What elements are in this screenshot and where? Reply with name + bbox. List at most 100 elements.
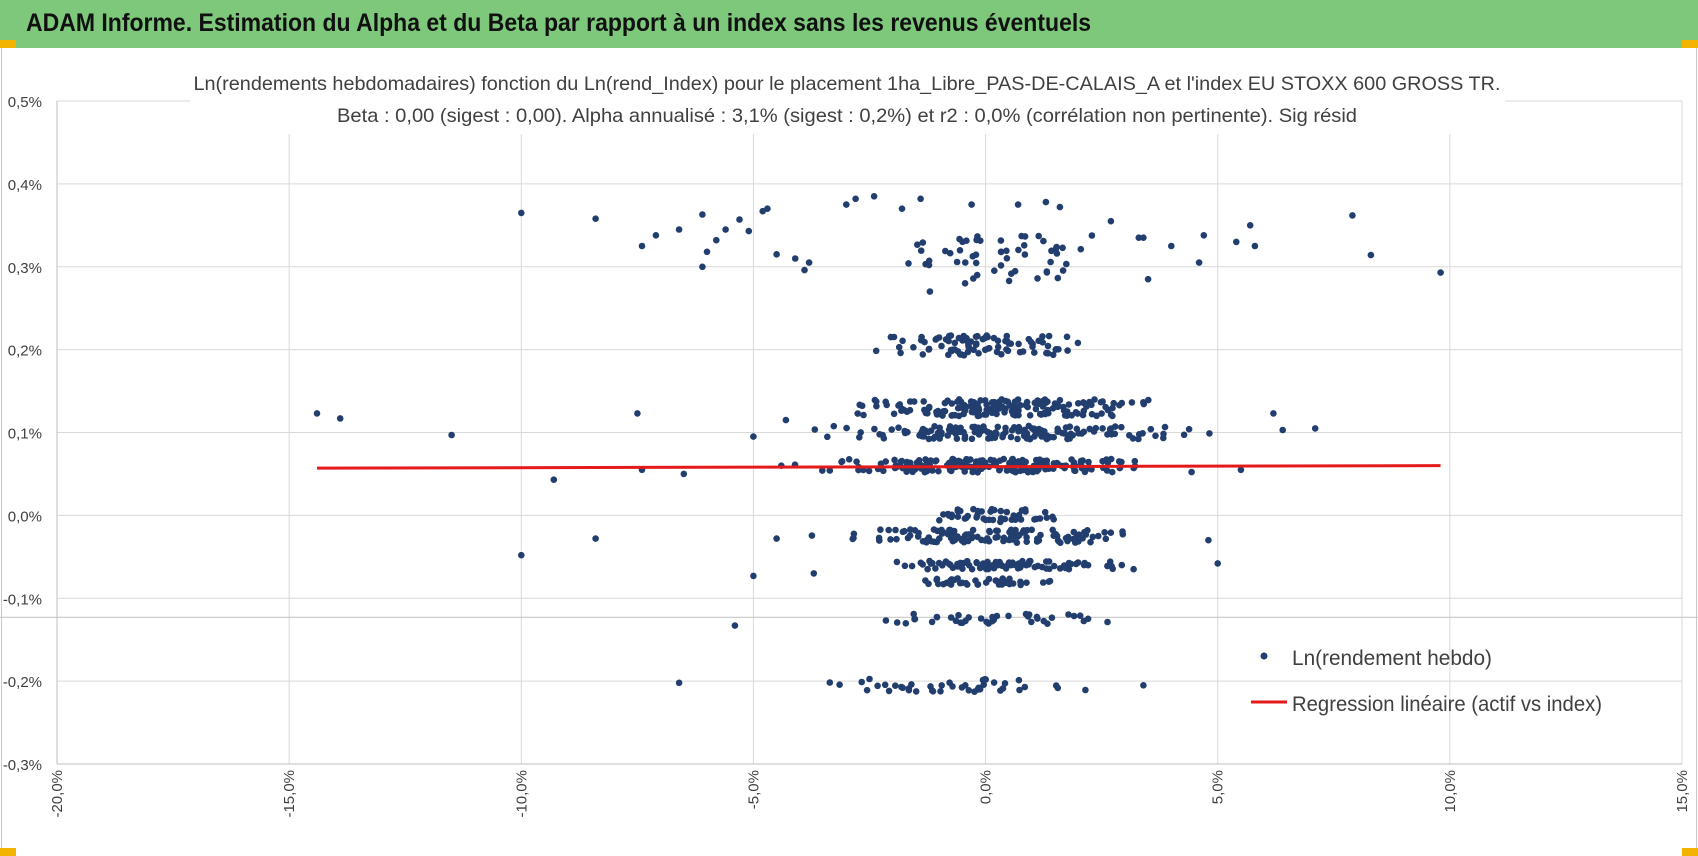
data-point (1019, 427, 1027, 435)
data-point (1026, 412, 1034, 419)
data-point (918, 333, 925, 341)
data-point (854, 410, 861, 417)
report-banner: ADAM Informe. Estimation du Alpha et du … (0, 0, 1698, 48)
data-point (1206, 430, 1213, 437)
data-point (1063, 333, 1071, 341)
data-point (925, 534, 933, 541)
data-point (935, 467, 942, 475)
data-point (1135, 234, 1143, 241)
data-point (968, 201, 975, 208)
data-point (924, 428, 932, 436)
data-point (932, 565, 939, 572)
data-point (991, 267, 998, 274)
data-point (985, 620, 992, 627)
data-point (1023, 579, 1030, 586)
data-point (1279, 426, 1286, 434)
data-point (897, 349, 904, 357)
data-point (941, 399, 949, 407)
data-point (997, 262, 1005, 269)
data-point (1018, 507, 1026, 514)
data-point (890, 333, 898, 341)
data-point (1102, 535, 1110, 543)
data-point (1037, 531, 1044, 539)
data-point (964, 348, 972, 356)
data-point (1003, 255, 1011, 262)
data-point (954, 513, 962, 520)
y-tick-label: 0,4% (8, 177, 42, 194)
data-point (956, 235, 963, 243)
banner-corner-right (1682, 40, 1698, 48)
data-point (1107, 529, 1115, 536)
data-point (959, 565, 966, 572)
data-point (808, 532, 816, 539)
data-point (917, 195, 924, 203)
data-point (989, 516, 997, 524)
data-point (876, 431, 883, 438)
data-point (1070, 612, 1078, 620)
data-point (1021, 683, 1029, 691)
data-point (1040, 617, 1048, 625)
data-point (1035, 337, 1042, 345)
data-point (1045, 558, 1053, 565)
data-point (863, 686, 871, 694)
x-tick-label: -5,0% (745, 770, 762, 809)
data-point (1140, 682, 1147, 689)
data-point (877, 460, 885, 468)
data-point (928, 618, 936, 626)
data-point (1035, 425, 1043, 433)
data-point (927, 683, 934, 690)
data-point (1074, 400, 1082, 407)
data-point (638, 242, 646, 250)
data-point (971, 688, 978, 695)
data-point (856, 401, 863, 409)
data-point (947, 614, 955, 621)
y-tick-label: 0,5% (8, 94, 42, 111)
y-tick-labels: 0,5% 0,4% 0,3% 0,2% 0,1% 0,0% -0,1% -0,2% -0,3% (3, 94, 42, 774)
data-point (1003, 467, 1011, 474)
data-point (634, 410, 641, 417)
data-point (1047, 258, 1054, 266)
data-point (1251, 242, 1259, 250)
data-point (899, 337, 906, 345)
data-point (1063, 260, 1070, 268)
data-point (938, 682, 945, 689)
data-point (1024, 433, 1031, 441)
data-point (1111, 423, 1119, 430)
data-point (1043, 457, 1051, 465)
data-point (940, 511, 947, 518)
data-point (592, 535, 599, 542)
data-point (1015, 532, 1023, 539)
data-point (963, 581, 971, 588)
data-point (944, 432, 951, 439)
data-point (1011, 267, 1019, 275)
data-point (997, 248, 1005, 256)
data-point (1135, 431, 1143, 438)
data-point (1246, 222, 1254, 229)
data-point (965, 614, 972, 621)
data-point (1060, 407, 1068, 414)
data-point (592, 215, 599, 222)
data-point (1047, 433, 1054, 441)
data-point (1079, 411, 1087, 419)
data-point (905, 686, 913, 694)
data-point (843, 201, 850, 208)
data-point (873, 402, 880, 410)
data-point (895, 424, 902, 432)
data-point (919, 351, 927, 358)
data-point (954, 534, 962, 542)
data-point (946, 679, 953, 686)
data-point (901, 429, 909, 437)
data-point (1007, 433, 1015, 441)
data-point (1065, 401, 1073, 408)
data-point (1084, 561, 1092, 569)
data-point (1001, 680, 1009, 687)
data-point (915, 529, 922, 537)
frame-left (1, 48, 2, 848)
data-point (1311, 425, 1319, 432)
data-point (1008, 427, 1016, 434)
data-point (1115, 458, 1123, 465)
data-point (997, 518, 1004, 526)
data-point (1140, 399, 1147, 406)
data-point (1033, 613, 1041, 621)
data-point (890, 410, 898, 418)
